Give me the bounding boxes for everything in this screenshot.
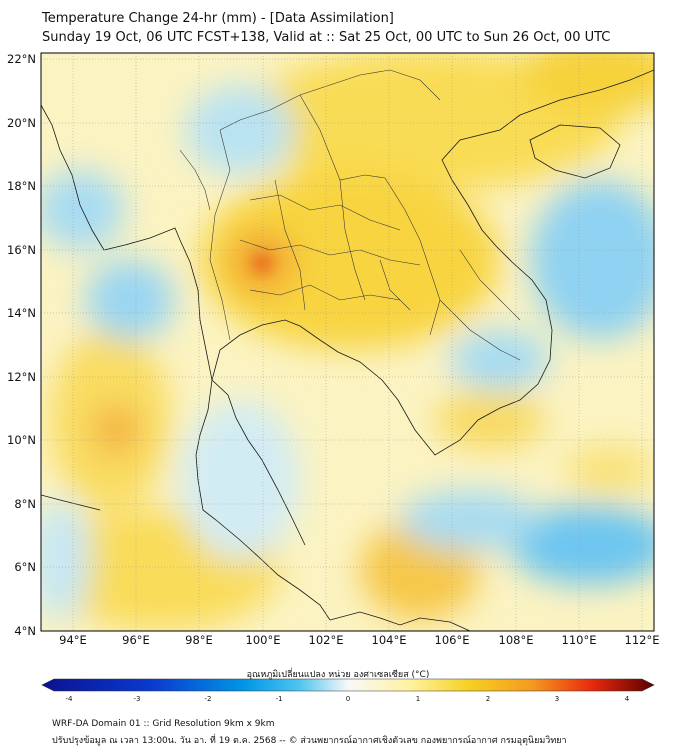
footer-credit: ปรับปรุงข้อมูล ณ เวลา 13:00น. วัน อา. ที… [52, 736, 567, 746]
colorbar-tick: -2 [204, 695, 212, 703]
graticule [41, 53, 654, 631]
colorbar-tick: -4 [65, 695, 73, 703]
lon-label: 96°E [122, 633, 150, 647]
lat-label: 4°N [14, 624, 36, 638]
temperature-field [41, 53, 654, 631]
lon-label: 102°E [308, 633, 344, 647]
lat-label: 16°N [7, 243, 36, 257]
lon-label: 104°E [371, 633, 407, 647]
colorbar-title: อุณหภูมิเปลี่ยนแปลง หน่วย องศาเซลเซียส (… [246, 670, 430, 680]
lon-label: 112°E [624, 633, 660, 647]
lon-label: 108°E [498, 633, 534, 647]
colorbar-tick: 2 [485, 695, 491, 703]
colorbar [41, 678, 655, 692]
colorbar-tick: 3 [554, 695, 560, 703]
map-title: Temperature Change 24-hr (mm) - [Data As… [42, 11, 394, 26]
map-subtitle: Sunday 19 Oct, 06 UTC FCST+138, Valid at… [42, 30, 611, 45]
footer-domain-info: WRF-DA Domain 01 :: Grid Resolution 9km … [52, 719, 275, 729]
lon-label: 106°E [434, 633, 470, 647]
colorbar-tick: 0 [345, 695, 351, 703]
lat-label: 18°N [7, 179, 36, 193]
coastlines [41, 69, 654, 631]
map-frame [40, 52, 655, 632]
colorbar-tick: 1 [415, 695, 421, 703]
admin-boundaries [179, 69, 521, 361]
lon-label: 94°E [59, 633, 87, 647]
lat-label: 10°N [7, 433, 36, 447]
lat-label: 14°N [7, 306, 36, 320]
colorbar-tick: 4 [624, 695, 630, 703]
lat-label: 22°N [7, 52, 36, 66]
lat-label: 6°N [14, 560, 36, 574]
lon-label: 98°E [185, 633, 213, 647]
lon-label: 110°E [561, 633, 597, 647]
colorbar-tick: -3 [133, 695, 141, 703]
lat-label: 20°N [7, 116, 36, 130]
lat-label: 8°N [14, 497, 36, 511]
lon-label: 100°E [245, 633, 281, 647]
lat-label: 12°N [7, 370, 36, 384]
colorbar-tick: -1 [275, 695, 283, 703]
